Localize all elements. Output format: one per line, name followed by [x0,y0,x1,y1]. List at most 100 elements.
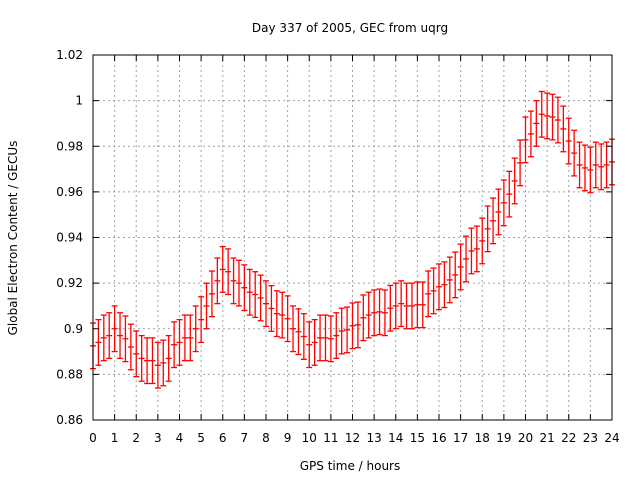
error-bar-point [403,282,410,330]
error-bar-point [241,264,248,312]
error-bars [90,90,615,389]
error-bar-point [500,179,507,227]
x-tick-label: 21 [539,431,554,445]
error-bar-point [284,295,291,343]
error-bar-point [408,282,415,330]
error-bar-point [527,110,534,158]
error-bar-point [290,305,297,353]
error-bar-point [446,256,453,304]
error-bar-point [127,323,134,371]
error-bar-point [473,225,480,273]
x-tick-label: 3 [154,431,162,445]
x-axis-label: GPS time / hours [300,459,401,473]
x-tick-label: 18 [475,431,490,445]
error-bar-point [133,330,140,378]
x-tick-label: 20 [518,431,533,445]
y-tick-label: 0.9 [64,322,83,336]
error-bar-point [549,93,556,141]
y-tick-label: 1 [75,94,83,108]
error-bar-point [214,257,221,305]
axis-ticks: 0 1 2 3 4 5 6 7 8 9 10 11 12 13 14 15 16 17 18 19 20 21 22 23 24… [56,48,619,445]
x-tick-label: 1 [111,431,119,445]
error-bar-point [279,291,286,339]
error-bar-point [273,290,280,338]
y-tick-label: 0.96 [56,185,83,199]
error-bar-point [554,96,561,144]
x-tick-label: 12 [345,431,360,445]
error-bar-point [436,263,442,311]
error-bar-point [598,143,605,191]
error-bar-point [246,268,253,316]
error-bar-point [544,92,551,140]
x-tick-label: 23 [583,431,598,445]
error-bar-point [165,334,172,382]
y-tick-label: 0.94 [56,231,83,245]
error-bar-point [100,314,107,362]
error-bar-point [322,314,329,362]
error-bar-point [95,318,102,366]
error-bar-point [571,129,578,177]
x-tick-label: 9 [284,431,292,445]
error-bar-point [392,282,399,330]
error-bar-point [603,141,610,189]
error-bar-point [160,339,167,387]
grid-lines [93,55,612,420]
error-bar-point [360,294,367,342]
error-bar-point [154,341,161,389]
chart-title: Day 337 of 2005, GEC from uqrg [252,21,448,35]
x-tick-label: 13 [366,431,381,445]
x-tick-label: 2 [132,431,140,445]
error-bar-point [327,315,334,363]
error-bar-point [300,313,307,360]
error-bar-point [219,245,226,293]
error-bar-point [381,289,388,337]
error-bar-point [484,205,491,253]
error-bar-point [257,274,264,322]
error-bar-point [376,288,383,336]
error-bar-point [398,280,405,328]
error-bar-point [144,337,151,385]
error-bar-point [479,217,486,265]
error-bar-point [149,337,156,385]
error-bar-point [311,318,318,366]
error-bar-point [576,141,583,189]
x-tick-label: 0 [89,431,97,445]
error-bar-point [419,281,426,329]
y-tick-label: 0.86 [56,413,83,427]
x-tick-label: 10 [302,431,317,445]
error-bar-point [490,197,497,245]
x-tick-label: 14 [388,431,403,445]
error-bar-point [506,170,513,218]
error-bar-point [522,116,529,164]
error-bar-point [495,188,502,236]
error-bar-point [349,302,356,350]
x-tick-label: 22 [561,431,576,445]
error-bar-point [430,267,437,315]
error-bar-point [225,248,232,296]
error-bar-point [387,284,394,332]
error-bar-point [338,307,345,355]
error-bar-point [468,227,475,275]
y-axis-label: Global Electron Content / GECUs [6,141,20,336]
error-bar-point [176,318,183,366]
error-bar-point [252,271,259,318]
x-tick-label: 19 [496,431,511,445]
error-bar-point [117,312,124,360]
error-bar-point [365,291,372,339]
error-bar-point [441,261,448,309]
error-bar-point [111,305,118,353]
error-bar-point [581,144,588,192]
error-bar-point [560,105,567,153]
error-bar-point [181,314,188,362]
error-bar-point [208,270,215,318]
error-bar-point [317,314,324,362]
error-bar-point [463,235,470,283]
error-bar-point [414,281,421,329]
error-bar-point [565,117,572,165]
x-tick-label: 16 [431,431,446,445]
error-bar-point [354,301,361,349]
error-bar-point [457,243,464,291]
error-bar-point [138,334,145,382]
y-tick-label: 0.92 [56,276,83,290]
